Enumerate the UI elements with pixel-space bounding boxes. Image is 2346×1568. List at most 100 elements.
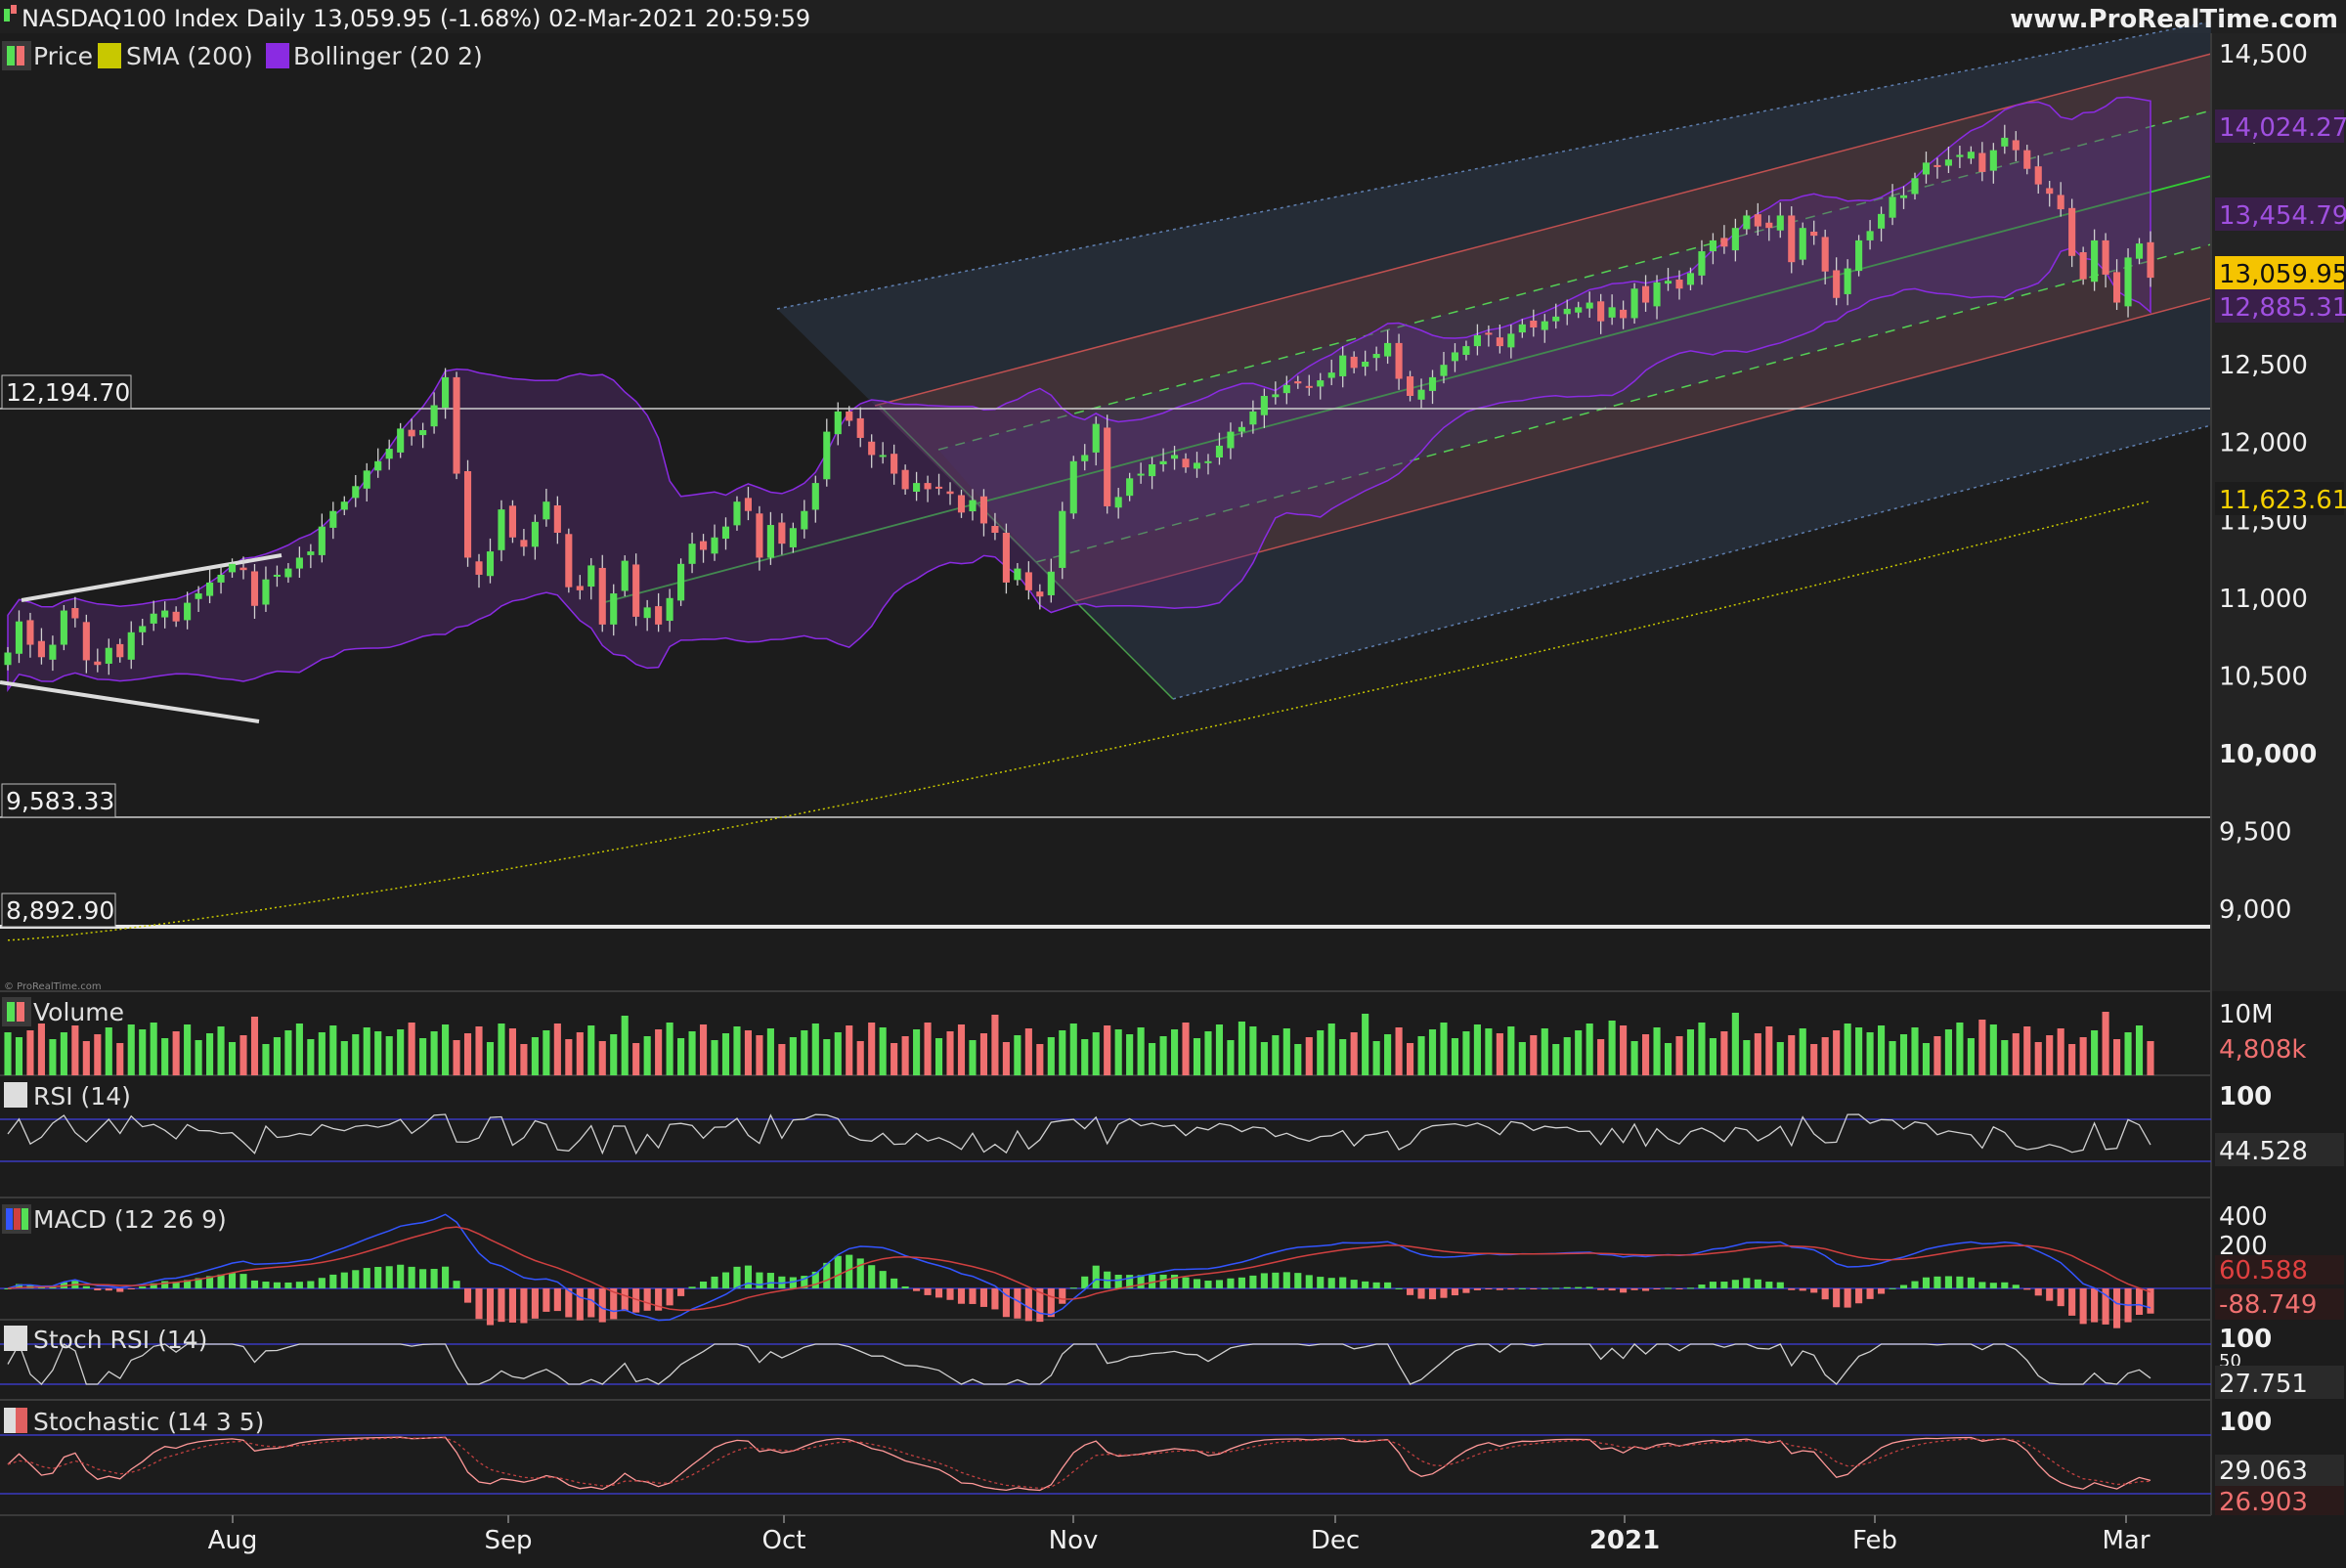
macd-hist-bar [1272,1272,1280,1288]
panel-stochastic-label[interactable]: Stochastic (14 3 5) [33,1408,264,1436]
candle-body [1989,150,1997,171]
volume-bar [1911,1027,1919,1075]
candle-body [1317,380,1325,387]
candle-body [1305,385,1313,388]
macd-hist-bar [1339,1277,1347,1288]
panel-rsi-label[interactable]: RSI (14) [33,1082,131,1111]
macd-hist-bar [677,1288,685,1296]
candle-body [823,431,831,480]
macd-hist-bar [1608,1288,1616,1291]
macd-hist-bar [655,1288,663,1311]
candle-body [643,607,651,619]
volume-bar [778,1044,786,1075]
macd-hist-bar [184,1280,192,1288]
macd-hist-bar [1899,1285,1908,1288]
watermark: © ProRealTime.com [4,981,102,992]
macd-hist-bar [1754,1279,1761,1288]
channel-median-line [600,175,2212,604]
macd-hist-bar [1653,1288,1661,1289]
panel-macd-label[interactable]: MACD (12 26 9) [33,1205,227,1234]
volume-bar [846,1025,853,1075]
volume-bar [1889,1041,1896,1075]
legend-bollinger[interactable]: Bollinger (20 2) [293,42,483,70]
candle-body [1630,288,1638,319]
candle-body [453,376,460,474]
volume-bar [228,1042,237,1075]
macd-hist-bar [924,1288,932,1295]
trendline-upper [21,553,282,602]
time-tick-feb: Feb [1852,1526,1897,1555]
macd-hist-bar [621,1288,629,1312]
volume-bar [1754,1033,1761,1075]
candle-body [1821,237,1829,272]
macd-hist-bar [688,1286,696,1288]
macd-hist-bar [1327,1278,1335,1288]
channel-outer-top-line [776,21,2212,310]
price-tick-11000: 11,000 [2219,585,2308,614]
volume-bar [2023,1026,2031,1075]
candle-body [1282,384,1290,394]
volume-bar [1899,1034,1908,1075]
candle-body [1417,389,1425,400]
macd-hist-bar [1686,1287,1695,1289]
candle-body [789,528,797,547]
volume-bar [1114,1029,1122,1075]
legend[interactable]: Price SMA (200) Bollinger (20 2) [2,41,483,70]
macd-hist-bar [1944,1276,1952,1288]
macd-hist-bar [1384,1282,1392,1288]
macd-hist-bar [385,1266,393,1288]
macd-hist-bar [15,1284,23,1288]
volume-bar [385,1036,393,1075]
volume-bar [1260,1042,1268,1075]
volume-bar [1620,1025,1628,1075]
macd-hist-bar [442,1266,450,1288]
candle-body [2001,137,2009,147]
panel-volume-label[interactable]: Volume [33,998,124,1026]
candle-body [576,586,584,590]
candle-body [531,521,539,547]
candle-body [1137,473,1145,476]
macd-hist-bar [1249,1275,1257,1288]
macd-hist-bar [666,1288,673,1306]
candle-body [1036,591,1044,597]
macd-hist-bar [329,1274,337,1288]
macd-hist-bar [1541,1287,1548,1289]
candle-body [1776,215,1784,231]
site-label[interactable]: www.ProRealTime.com [2010,5,2338,34]
volume-bar [1743,1040,1751,1075]
volume-bar [408,1023,415,1075]
volume-bar [1440,1023,1448,1075]
candle-body [846,411,853,421]
volume-bar [666,1023,673,1075]
volume-bar [553,1024,561,1075]
volume-bar [1047,1037,1055,1075]
candle-body [1899,195,1908,198]
panel-labels[interactable]: Volume RSI (14) MACD (12 26 9) Stoch RSI… [2,997,264,1436]
macd-hist-bar [1776,1282,1784,1288]
macd-hist-bar [1664,1287,1673,1289]
macd-hist-bar [711,1276,718,1288]
macd-hist-bar [1821,1288,1829,1300]
macd-hist-bar [195,1278,202,1288]
volume-bar [1956,1023,1964,1075]
macd-scale-a: 400 [2219,1202,2268,1232]
volume-bar [2135,1025,2144,1075]
macd-hist-bar [520,1288,528,1324]
volume-bar [329,1025,337,1075]
candle-body [475,561,483,575]
candle-body [1059,510,1066,568]
volume-bar [1238,1022,1245,1075]
macd-hist-bar [1989,1283,1997,1288]
legend-price[interactable]: Price [33,42,93,70]
rsi-last: 44.528 [2219,1137,2308,1166]
candle-body [1462,346,1470,355]
candle-body [2034,166,2042,185]
panel-stochrsi-label[interactable]: Stoch RSI (14) [33,1326,207,1354]
candle-body [1047,571,1055,595]
macd-hist-bar [2091,1288,2099,1323]
macd-hist-bar [2057,1288,2064,1307]
candle-body [4,652,12,666]
macd-hist-bar [430,1268,438,1288]
legend-sma[interactable]: SMA (200) [126,42,253,70]
